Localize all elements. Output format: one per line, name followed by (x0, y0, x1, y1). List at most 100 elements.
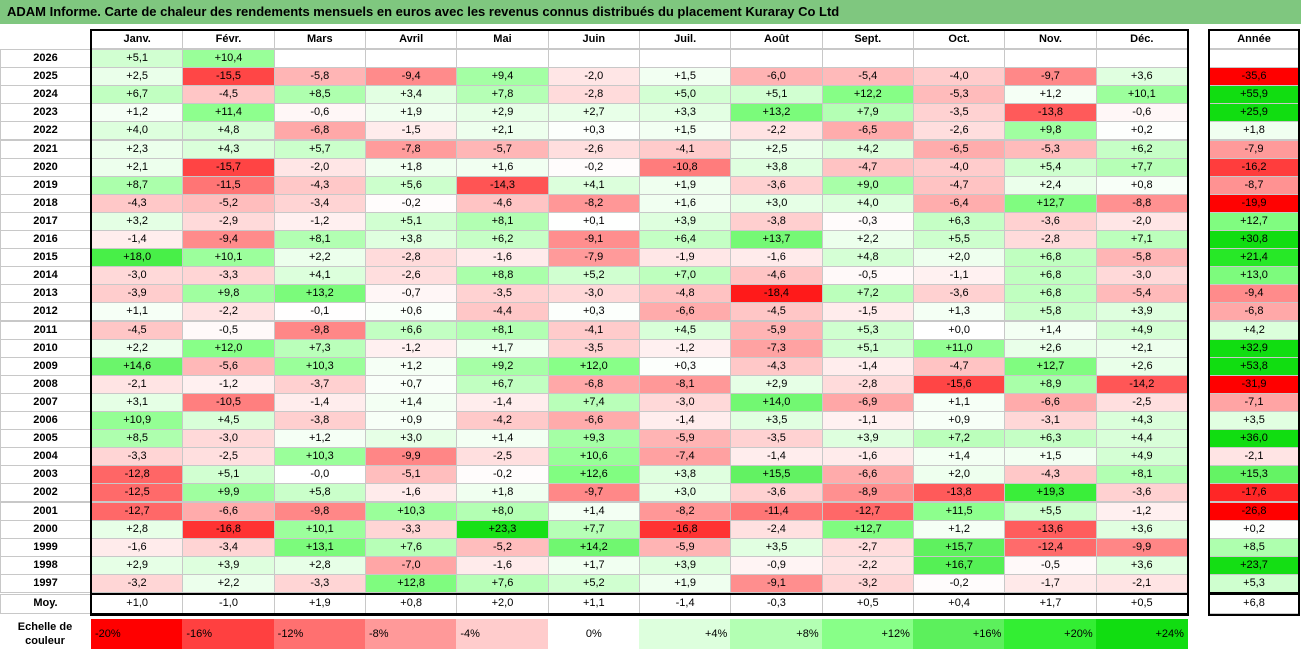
legend-swatch: -16% (182, 619, 275, 649)
year-label: 1998 (0, 555, 91, 575)
heatmap-cell (1004, 49, 1097, 69)
heatmap-cell: +11,5 (912, 501, 1006, 521)
heatmap-cell: -8,2 (547, 193, 640, 213)
heatmap-cell: -10,8 (638, 157, 732, 177)
heatmap-cell: +2,3 (91, 139, 184, 159)
heatmap-cell: +1,2 (1004, 85, 1097, 105)
average-cell: +1,1 (547, 594, 640, 614)
heatmap-cell: +4,3 (1095, 411, 1188, 431)
year-label: 1999 (0, 537, 91, 557)
heatmap-cell: -6,4 (912, 193, 1006, 213)
heatmap-cell: -3,3 (273, 573, 366, 593)
heatmap-cell: -14,3 (456, 175, 549, 195)
heatmap-cell: +4,8 (182, 121, 275, 141)
heatmap-cell: -6,9 (821, 392, 914, 412)
heatmap-cell: +0,1 (547, 211, 640, 231)
heatmap-cell: -5,6 (182, 356, 275, 376)
heatmap-cell: +2,0 (912, 248, 1006, 268)
heatmap-cell: +1,4 (456, 429, 549, 449)
year-label: 2000 (0, 519, 91, 539)
heatmap-cell: +3,0 (730, 193, 823, 213)
heatmap-cell: +10,3 (364, 501, 458, 521)
heatmap-cell: +3,9 (182, 555, 275, 575)
heatmap-cell: -0,5 (1004, 555, 1097, 575)
heatmap-cell: -8,1 (638, 374, 732, 394)
average-cell: +2,0 (456, 594, 549, 614)
heatmap-cell: +14,0 (730, 392, 823, 412)
heatmap-cell: +1,6 (456, 157, 549, 177)
annual-cell: -17,6 (1209, 483, 1299, 503)
heatmap-cell: +2,7 (547, 103, 640, 123)
heatmap-cell: +6,6 (364, 320, 458, 340)
year-label: 2004 (0, 447, 91, 467)
heatmap-cell: -2,5 (456, 447, 549, 467)
annual-cell: -8,7 (1209, 175, 1299, 195)
annual-cell: -9,4 (1209, 284, 1299, 304)
month-header: Mai (456, 30, 549, 49)
heatmap-cell: +12,0 (182, 338, 275, 358)
heatmap-cell: +6,8 (1004, 248, 1097, 268)
heatmap-cell: -2,2 (182, 302, 275, 322)
heatmap-cell: +12,6 (547, 465, 640, 485)
heatmap-cell: -0,2 (912, 573, 1006, 593)
heatmap-cell: +3,1 (91, 392, 184, 412)
heatmap-cell: -3,4 (273, 193, 366, 213)
heatmap-cell: +6,8 (1004, 284, 1097, 304)
heatmap-cell: -5,3 (1004, 139, 1097, 159)
heatmap-cell: +1,3 (912, 302, 1006, 322)
heatmap-cell: +7,2 (821, 284, 914, 304)
heatmap-cell: +23,3 (456, 519, 549, 539)
heatmap-cell: -3,7 (273, 374, 366, 394)
heatmap-cell: -4,6 (456, 193, 549, 213)
legend-label-line2: couleur (25, 635, 65, 647)
heatmap-cell: -9,1 (547, 230, 640, 250)
heatmap-cell: -1,4 (273, 392, 366, 412)
heatmap-cell: -0,2 (456, 465, 549, 485)
heatmap-cell: -7,9 (547, 248, 640, 268)
heatmap-cell: +0,3 (638, 356, 732, 376)
heatmap-cell: +2,2 (182, 573, 275, 593)
heatmap-cell: +9,8 (182, 284, 275, 304)
heatmap-cell: -4,2 (456, 411, 549, 431)
average-annual-cell: +6,8 (1209, 594, 1299, 614)
month-header: Déc. (1095, 30, 1188, 49)
heatmap-cell: -3,5 (912, 103, 1006, 123)
heatmap-cell: -2,8 (821, 374, 914, 394)
heatmap-cell: +0,0 (912, 320, 1006, 340)
annual-cell: -7,9 (1209, 139, 1299, 159)
annual-cell: +15,3 (1209, 465, 1299, 485)
heatmap-cell: -4,6 (730, 266, 823, 286)
heatmap-cell: -0,5 (821, 266, 914, 286)
heatmap-cell: -2,8 (547, 85, 640, 105)
heatmap-cell: -9,9 (1095, 537, 1188, 557)
heatmap-cell: +8,0 (456, 501, 549, 521)
year-label: 2008 (0, 374, 91, 394)
heatmap-cell: -3,5 (547, 338, 640, 358)
heatmap-cell: -1,5 (364, 121, 458, 141)
heatmap-cell: +3,0 (364, 429, 458, 449)
year-label: 2024 (0, 85, 91, 105)
annual-cell: -7,1 (1209, 392, 1299, 412)
annual-cell: +53,8 (1209, 356, 1299, 376)
heatmap-cell: +3,5 (730, 537, 823, 557)
heatmap-cell: +12,7 (1004, 356, 1097, 376)
heatmap-cell: +4,1 (547, 175, 640, 195)
heatmap-cell: -0,2 (364, 193, 458, 213)
heatmap-cell: +9,3 (547, 429, 640, 449)
heatmap-cell: +7,9 (821, 103, 914, 123)
annual-cell: -19,9 (1209, 193, 1299, 213)
heatmap-cell: -3,3 (364, 519, 458, 539)
heatmap-cell: +9,8 (1004, 121, 1097, 141)
annual-cell: -6,8 (1209, 302, 1299, 322)
heatmap-cell: -3,5 (730, 429, 823, 449)
heatmap-cell: -4,5 (182, 85, 275, 105)
heatmap-cell: -4,7 (912, 356, 1006, 376)
heatmap-cell: -6,8 (273, 121, 366, 141)
heatmap-cell: +3,5 (730, 411, 823, 431)
month-header: Août (730, 30, 823, 49)
heatmap-cell: -3,8 (730, 211, 823, 231)
heatmap-cell: +7,3 (273, 338, 366, 358)
heatmap-cell: +15,7 (912, 537, 1006, 557)
heatmap-cell (912, 49, 1006, 69)
heatmap-cell: -0,6 (273, 103, 366, 123)
